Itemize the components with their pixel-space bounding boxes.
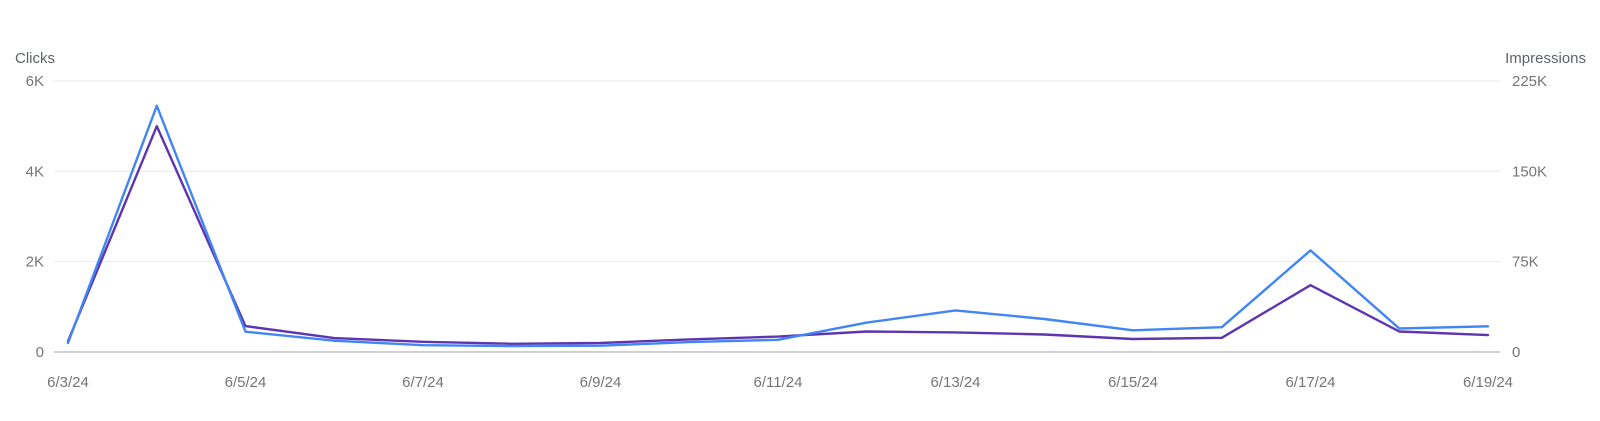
clicks-series-line: [66, 104, 1490, 348]
x-tick-label: 6/3/24: [47, 374, 89, 391]
left-axis-ticks: 0 2K 4K 6K: [26, 73, 44, 361]
x-tick-label: 6/13/24: [930, 374, 980, 391]
x-tick-label: 6/7/24: [402, 374, 444, 391]
right-tick-label: 150K: [1512, 163, 1547, 180]
gridlines: [54, 80, 1500, 353]
left-tick-label: 0: [36, 344, 44, 361]
x-tick-label: 6/17/24: [1285, 374, 1335, 391]
right-tick-label: 75K: [1512, 254, 1539, 271]
left-tick-label: 4K: [26, 163, 44, 180]
right-axis-ticks: 0 75K 150K 225K: [1512, 73, 1547, 361]
x-tick-label: 6/11/24: [754, 374, 803, 391]
left-axis-title: Clicks: [15, 50, 55, 67]
right-tick-label: 0: [1512, 344, 1520, 361]
x-tick-label: 6/15/24: [1108, 374, 1158, 391]
x-tick-label: 6/5/24: [225, 374, 267, 391]
right-axis-title: Impressions: [1505, 50, 1586, 67]
impressions-series-line: [66, 124, 1490, 345]
right-tick-label: 225K: [1512, 73, 1547, 90]
series-lines: [66, 104, 1490, 348]
left-tick-label: 2K: [26, 254, 44, 271]
x-axis-ticks: 6/3/24 6/5/24 6/7/24 6/9/24 6/11/24 6/13/24 6/…: [47, 374, 1513, 391]
x-tick-label: 6/9/24: [580, 374, 622, 391]
left-tick-label: 6K: [26, 73, 44, 90]
x-tick-label: 6/19/24: [1463, 374, 1513, 391]
